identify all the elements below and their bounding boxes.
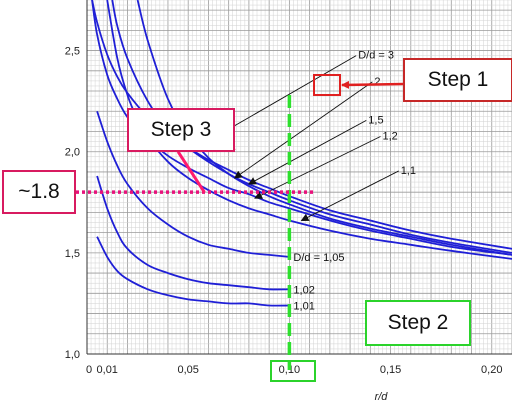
x-tick-label: 0,01 — [97, 364, 118, 376]
step1-highlight-box — [313, 74, 341, 96]
step3-pink-segment — [176, 150, 206, 193]
curve — [96, 111, 290, 258]
label-leader-arrow — [248, 119, 367, 185]
step2-callout: Step 2 — [365, 300, 471, 346]
curve-label: 2 — [374, 76, 380, 88]
label-leader-arrow — [223, 55, 357, 132]
x-tick-label: 0,15 — [380, 364, 401, 376]
x-axis-label: r/d — [375, 391, 389, 403]
curve — [96, 175, 290, 291]
curve — [136, 0, 512, 256]
step3-callout: Step 3 — [127, 108, 235, 152]
step2-highlight-box — [270, 360, 316, 382]
curve — [91, 0, 512, 256]
annotation-lines — [76, 74, 404, 382]
curve-label: 1,01 — [293, 300, 314, 312]
curve-label: 1,02 — [293, 284, 314, 296]
curve-label: 1,1 — [401, 165, 416, 177]
tick-labels: 00,010,050,100,150,201,01,52,02,5 — [65, 46, 503, 376]
label-leader-arrow — [254, 136, 381, 199]
curve-label: 1,2 — [382, 131, 397, 143]
step1-arrow — [341, 80, 404, 89]
curve — [96, 236, 290, 307]
chart-curves — [91, 0, 512, 307]
y-tick-label: 1,0 — [65, 349, 80, 361]
curve — [111, 0, 512, 254]
curve — [91, 0, 512, 250]
x-tick-label: 0,05 — [177, 364, 198, 376]
label-leader-arrow — [233, 81, 373, 179]
curve-label: D/d = 3 — [358, 50, 394, 62]
y-tick-label: 2,5 — [65, 46, 80, 58]
chart-axes — [86, 0, 512, 355]
curve-label: 1,5 — [368, 114, 383, 126]
approx-value-callout: ~1.8 — [2, 170, 76, 214]
label-leader-arrow — [300, 170, 399, 221]
y-tick-label: 2,0 — [65, 147, 80, 159]
x-tick-label: 0,20 — [481, 364, 502, 376]
y-tick-label: 1,5 — [65, 248, 80, 260]
curve-labels: D/d = 3 2 1,5 1,2 1,1 D/d = 1,05 1,02 1,01 — [223, 50, 416, 312]
x-tick-label: 0 — [86, 364, 92, 376]
curve-label: D/d = 1,05 — [293, 252, 344, 264]
step1-callout: Step 1 — [403, 58, 512, 102]
